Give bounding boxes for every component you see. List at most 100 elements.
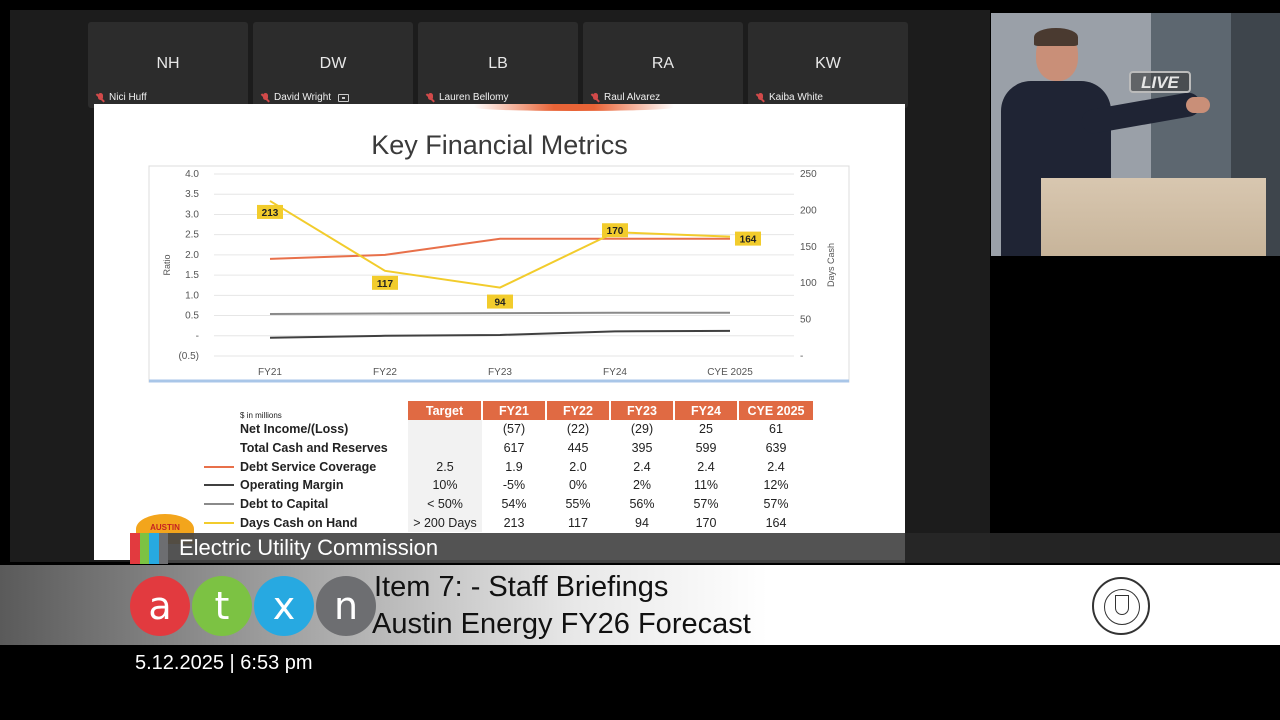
y-axis-label: Ratio [162,254,172,275]
data-label-box [372,275,398,290]
data-label: 94 [494,298,506,309]
value-cell: 599 [695,441,717,456]
value-cell: (29) [630,422,654,437]
value-cell: 11% [693,478,719,493]
y-tick-label: 1.5 [185,270,199,281]
legend-swatch [202,439,240,458]
value-cell: (22) [566,422,590,437]
participant-name: Raul Alvarez [604,92,661,103]
participant-initials: DW [319,55,347,72]
financial-metrics-chart: (0.5) - 0.5 1.0 1.5 2.0 2.5 3.0 3.5 4.0 - 50 100 150 2… [148,165,850,383]
value-cell: 213 [503,515,525,530]
participant-name: Lauren Bellomy [439,92,509,103]
target-cell: 2.5 [408,457,482,477]
column-header: FY23 [610,401,675,420]
atxn-logo-n: n [316,576,376,636]
data-label: 170 [607,226,624,237]
participant-name: David Wright [274,92,332,103]
participant-tile-kw[interactable]: KW Kaiba White [748,22,908,108]
participant-initials: NH [156,55,180,72]
slide-title: Key Financial Metrics [371,130,628,160]
participant-initials: RA [651,55,675,72]
participant-name-row: Lauren Bellomy [426,92,508,103]
y-tick-label: 4.0 [185,169,199,180]
value-cell: -5% [502,478,526,493]
camera-icon [338,93,350,102]
value-cell: 395 [631,441,653,456]
data-label-box [487,294,513,309]
value-cell: 2.4 [767,459,785,474]
y-tick-label: 3.5 [185,189,199,200]
y2-tick-label: 200 [800,205,817,216]
commission-bar-extension [905,533,1280,563]
participant-name: Nici Huff [109,92,147,103]
legend-swatch [202,513,240,532]
column-header: Target [408,401,483,420]
participant-name-row: Raul Alvarez [591,92,660,103]
target-cell: < 50% [408,494,482,514]
units-note: $ in millions [240,411,282,420]
table-row: Debt Service Coverage 2.5 1.9 2.0 2.4 2.4 2.4 [202,457,814,477]
target-cell: 10% [408,476,482,495]
value-cell: 54% [501,497,527,512]
participant-tile-ra[interactable]: RA Raul Alvarez [583,22,743,108]
legend-swatch [202,420,240,439]
value-cell: 2% [632,478,652,493]
y-tick-label: (0.5) [178,351,199,362]
participant-name-row: David Wright [261,92,350,103]
participant-name-row: Kaiba White [756,92,823,103]
target-cell [408,420,482,439]
commission-name: Electric Utility Commission [179,535,439,560]
value-cell: 94 [635,515,649,530]
column-header: FY21 [482,401,547,420]
presentation-slide: Key Financial Metrics (0.5) - 0.5 1.0 1.5 2.0… [94,104,905,560]
participant-tile-lb[interactable]: LB Lauren Bellomy [418,22,578,108]
row-label: Total Cash and Reserves [240,441,388,456]
row-label: Operating Margin [240,478,344,493]
y-tick-label: 3.0 [185,209,199,220]
slide-accent-bar [474,104,674,111]
table-row: Total Cash and Reserves 617 445 395 599 639 [202,438,814,458]
value-cell: 164 [765,515,787,530]
value-cell: 2.4 [633,459,651,474]
legend-swatch [202,457,240,476]
column-header: FY24 [674,401,739,420]
value-cell: 61 [769,422,783,437]
target-cell [408,438,482,458]
table-row: Days Cash on Hand > 200 Days 213 117 94 170 16… [202,513,814,533]
data-label-box [602,223,628,238]
series-line-debt-to-capital [269,311,730,315]
table-row: Operating Margin 10% -5% 0% 2% 11% 12% [202,476,814,495]
participant-tile-dw[interactable]: DW David Wright [253,22,413,108]
color-strip-icon [130,533,168,564]
value-cell: 639 [765,441,787,456]
y-tick-label: 2.0 [185,250,199,261]
y-tick-label: 1.0 [185,290,199,301]
target-cell: > 200 Days [408,513,482,533]
series-line-days-cash-on-hand [269,200,731,289]
row-label: Days Cash on Hand [240,515,358,530]
value-cell: 117 [568,515,588,530]
participant-name-row: Nici Huff [96,92,147,103]
participant-initials: LB [488,55,508,72]
broadcast-datetime: 5.12.2025 | 6:53 pm [135,652,313,674]
y2-tick-label: 100 [800,278,817,289]
value-cell: 0% [568,478,588,493]
value-cell: 57% [693,497,719,512]
data-label-box [257,204,283,219]
participant-tile-nh[interactable]: NH Nici Huff [88,22,248,108]
x-tick-label: CYE 2025 [707,367,753,378]
value-cell: 2.4 [697,459,715,474]
legend-swatch [202,476,240,495]
value-cell: 617 [503,441,525,456]
value-cell: 57% [763,497,789,512]
agenda-item-subtitle: Austin Energy FY26 Forecast [372,608,751,640]
participant-name: Kaiba White [769,92,823,103]
muted-mic-icon [261,92,270,103]
y-tick-label: - [196,331,199,342]
speaker-camera-feed: LIVE [991,13,1280,256]
row-label: Debt to Capital [240,497,329,512]
data-label: 117 [377,279,394,290]
value-cell: 2.0 [569,459,587,474]
